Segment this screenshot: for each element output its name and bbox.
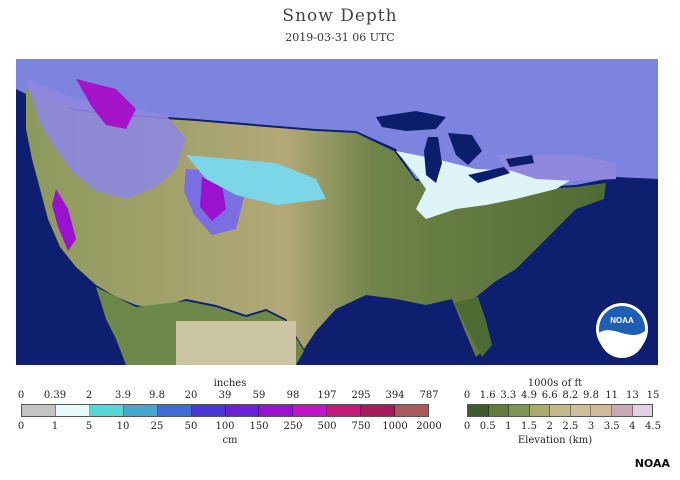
legend-tick-label: 50 xyxy=(184,421,198,432)
credit-label: NOAA xyxy=(634,457,670,470)
legend-tick-label: 6.6 xyxy=(541,390,558,401)
florida xyxy=(454,297,492,357)
lake-ontario xyxy=(506,155,534,167)
legend-tick-label: 1 xyxy=(505,421,512,432)
legend-tick-label: 0 xyxy=(463,421,471,432)
legend-tick-label: 2 xyxy=(85,390,93,401)
noaa-logo: NOAA xyxy=(596,303,648,358)
legend-tick-label: 0.5 xyxy=(479,421,496,432)
snow-legend-bar xyxy=(21,404,429,417)
legend-tick-label: 394 xyxy=(385,390,405,401)
legend-tick-label: 8.2 xyxy=(562,390,579,401)
page-title: Snow Depth xyxy=(282,6,398,26)
legend-tick-label: 59 xyxy=(252,390,266,401)
legend-swatch xyxy=(293,405,328,416)
legend-tick-label: 100 xyxy=(215,421,235,432)
snow-sierra xyxy=(52,189,76,251)
legend-tick-label: 15 xyxy=(646,390,660,401)
mexico-mask xyxy=(176,321,296,365)
legend-tick-label: 11 xyxy=(605,390,619,401)
legend-swatch xyxy=(632,405,653,416)
snow-legend-unit-bottom: cm xyxy=(222,435,238,446)
legend-tick-label: 1.6 xyxy=(479,390,496,401)
legend-tick-label: 1000 xyxy=(382,421,408,432)
lake-superior xyxy=(376,111,446,131)
legend-tick-label: 2000 xyxy=(416,421,442,432)
lake-michigan xyxy=(424,137,442,183)
legend-tick-label: 295 xyxy=(351,390,371,401)
legend-tick-label: 2 xyxy=(546,421,553,432)
snow-depth-map: NOAA xyxy=(16,59,658,365)
snow-colorado-deep xyxy=(200,177,226,221)
legend-tick-label: 1.5 xyxy=(521,421,537,432)
legend-tick-label: 39 xyxy=(218,390,232,401)
legend-swatch xyxy=(611,405,633,416)
legend-swatch xyxy=(123,405,158,416)
legend-tick-label: 500 xyxy=(317,421,337,432)
snow-legend-unit-top: inches xyxy=(213,378,247,389)
elevation-legend-unit-bottom: Elevation (km) xyxy=(517,435,593,446)
legend-swatch xyxy=(529,405,551,416)
legend-tick-label: 250 xyxy=(283,421,303,432)
legend-swatch xyxy=(22,405,56,416)
legend-tick-label: 4.5 xyxy=(645,421,661,432)
gulf-of-mexico xyxy=(316,297,476,365)
legend-tick-label: 2.5 xyxy=(562,421,579,432)
legend-swatch xyxy=(89,405,124,416)
legend-tick-label: 4.9 xyxy=(521,390,537,401)
snow-plains xyxy=(186,155,326,205)
legend-swatch xyxy=(570,405,592,416)
page-subtitle: 2019-03-31 06 UTC xyxy=(285,31,395,44)
legend-tick-label: 3.9 xyxy=(115,390,131,401)
legend-tick-label: 150 xyxy=(249,421,269,432)
legend-swatch xyxy=(55,405,90,416)
legend-tick-label: 5 xyxy=(85,421,93,432)
legend-swatch xyxy=(591,405,612,416)
snow-great-lakes xyxy=(396,151,576,219)
lake-erie xyxy=(468,167,510,183)
legend-tick-label: 10 xyxy=(116,421,130,432)
legend-tick-label: 4 xyxy=(629,421,636,432)
legend-tick-label: 25 xyxy=(150,421,164,432)
legend-swatch xyxy=(327,405,362,416)
legend-tick-label: 787 xyxy=(419,390,439,401)
legend-tick-label: 9.8 xyxy=(149,390,165,401)
legend-tick-label: 3 xyxy=(587,421,595,432)
legend-swatch xyxy=(488,405,510,416)
snow-northwest xyxy=(26,79,186,199)
legend-tick-label: 20 xyxy=(184,390,198,401)
legend-swatch xyxy=(550,405,571,416)
legend-swatch xyxy=(225,405,260,416)
legend-tick-label: 9.8 xyxy=(583,390,599,401)
legend-tick-label: 750 xyxy=(351,421,371,432)
legend-swatch xyxy=(191,405,226,416)
legend-swatch xyxy=(509,405,530,416)
legend-tick-label: 0 xyxy=(17,390,25,401)
legend-tick-label: 0 xyxy=(17,421,25,432)
legend-tick-label: 197 xyxy=(317,390,337,401)
snow-deep-rockies xyxy=(76,79,136,129)
elevation-legend-unit-top: 1000s of ft xyxy=(527,378,583,389)
legend-tick-label: 3.3 xyxy=(500,390,517,401)
lake-huron xyxy=(448,133,482,165)
legend-swatch xyxy=(259,405,294,416)
legend-tick-label: 98 xyxy=(286,390,300,401)
legend-swatch xyxy=(361,405,396,416)
legend-tick-label: 3.5 xyxy=(603,421,620,432)
legend-swatch xyxy=(395,405,429,416)
legend-tick-label: 13 xyxy=(625,390,639,401)
legend-swatch xyxy=(157,405,192,416)
elevation-legend-bar xyxy=(467,404,653,417)
legend-tick-label: 0 xyxy=(463,390,471,401)
noaa-logo-text: NOAA xyxy=(610,316,634,325)
legend-swatch xyxy=(468,405,489,416)
legend-tick-label: 0.39 xyxy=(43,390,67,401)
legend-tick-label: 1 xyxy=(51,421,59,432)
